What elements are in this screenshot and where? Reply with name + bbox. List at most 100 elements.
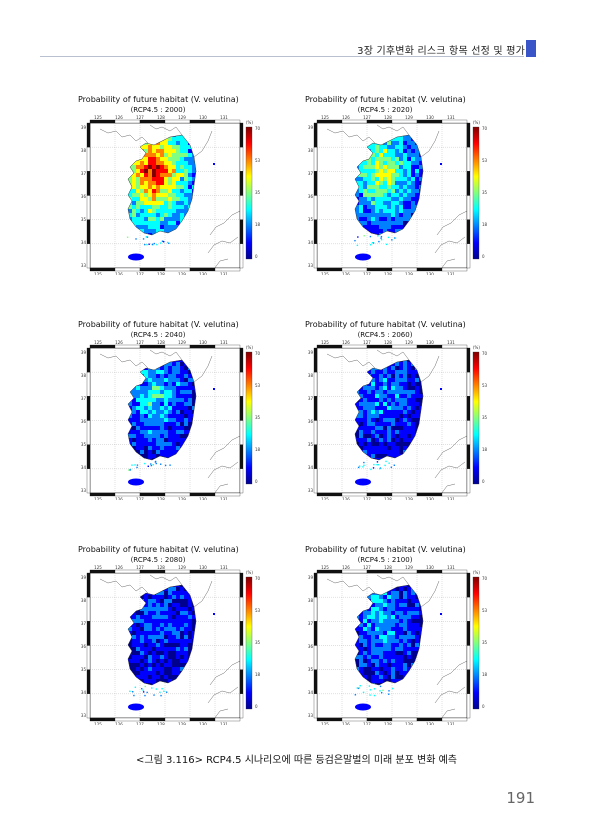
lat-tick-label: 37 (308, 621, 314, 626)
lat-tick-label: 33 (308, 488, 314, 493)
lon-tick-label: 125 (94, 722, 102, 725)
lon-tick-label: 129 (405, 115, 413, 120)
panel-subtitle: (RCP4.5 : 2000) (130, 106, 186, 114)
lon-tick-label: 129 (178, 565, 186, 570)
lon-tick-label: 130 (199, 497, 207, 500)
lon-tick-label: 128 (384, 272, 392, 275)
panel-title: Probability of future habitat (V. veluti… (78, 320, 239, 329)
lon-tick-label: 125 (321, 497, 329, 500)
lat-tick-label: 35 (81, 667, 87, 672)
lon-tick-label: 131 (447, 340, 455, 345)
colorbar-tick-label: 0 (255, 479, 258, 484)
colorbar-tick-label: 0 (255, 254, 258, 259)
colorbar-tick-label: 35 (482, 415, 488, 420)
colorbar-tick-label: 35 (482, 190, 488, 195)
lon-tick-label: 130 (199, 115, 207, 120)
lon-tick-label: 128 (157, 722, 165, 725)
map-panel: Probability of future habitat (V. veluti… (305, 95, 527, 295)
lon-tick-label: 126 (115, 272, 123, 275)
lon-tick-label: 125 (321, 272, 329, 275)
lat-tick-label: 39 (81, 575, 87, 580)
colorbar-tick-label: 35 (482, 640, 488, 645)
lon-tick-label: 128 (384, 115, 392, 120)
lat-tick-label: 35 (308, 217, 314, 222)
colorbar-tick-label: 70 (255, 351, 261, 356)
lat-tick-label: 38 (81, 598, 87, 603)
lon-tick-label: 125 (94, 272, 102, 275)
lon-tick-label: 131 (447, 722, 455, 725)
lat-tick-label: 36 (81, 419, 87, 424)
lon-tick-label: 128 (157, 340, 165, 345)
map-panel: Probability of future habitat (V. veluti… (78, 320, 300, 520)
lon-tick-label: 126 (115, 722, 123, 725)
lon-tick-label: 131 (447, 565, 455, 570)
lat-tick-label: 33 (81, 263, 87, 268)
lat-tick-label: 39 (308, 125, 314, 130)
lat-tick-label: 34 (308, 690, 314, 695)
colorbar-tick-label: 70 (255, 576, 261, 581)
colorbar-tick-label: 53 (255, 158, 261, 163)
lat-tick-label: 38 (81, 373, 87, 378)
habitat-map: 125 125 126 126 127 127 128 128 129 129 130 130 131 1… (81, 115, 261, 275)
header-rule (40, 56, 524, 57)
lon-tick-label: 130 (199, 722, 207, 725)
colorbar (472, 576, 480, 710)
colorbar-tick-label: 53 (482, 383, 488, 388)
colorbar-tick-label: 53 (482, 608, 488, 613)
lon-tick-label: 127 (363, 272, 371, 275)
lat-tick-label: 37 (308, 396, 314, 401)
colorbar (472, 126, 480, 260)
lon-tick-label: 128 (157, 272, 165, 275)
panel-title: Probability of future habitat (V. veluti… (78, 95, 239, 104)
colorbar-tick-label: 53 (482, 158, 488, 163)
colorbar-tick-label: 18 (255, 222, 261, 227)
lat-tick-label: 39 (81, 125, 87, 130)
colorbar-tick-label: 70 (482, 351, 488, 356)
map-panel: Probability of future habitat (V. veluti… (305, 545, 527, 745)
lat-tick-label: 38 (81, 148, 87, 153)
lat-tick-label: 39 (308, 350, 314, 355)
lon-tick-label: 128 (384, 340, 392, 345)
lon-tick-label: 129 (405, 340, 413, 345)
lon-tick-label: 127 (136, 340, 144, 345)
lon-tick-label: 127 (363, 115, 371, 120)
lon-tick-label: 129 (178, 722, 186, 725)
header-title: 3장 기후변화 리스크 항목 선정 및 평가 (357, 46, 525, 57)
lon-tick-label: 126 (115, 340, 123, 345)
panel-subtitle: (RCP4.5 : 2040) (130, 331, 186, 339)
lon-tick-label: 127 (363, 722, 371, 725)
colorbar-tick-label: 70 (482, 126, 488, 131)
colorbar-tick-label: 53 (255, 608, 261, 613)
lon-tick-label: 125 (94, 115, 102, 120)
lon-tick-label: 131 (220, 340, 228, 345)
lon-tick-label: 128 (384, 722, 392, 725)
lat-tick-label: 39 (308, 575, 314, 580)
lat-tick-label: 38 (308, 598, 314, 603)
habitat-map: 125 125 126 126 127 127 128 128 129 129 130 130 131 1… (308, 115, 488, 275)
lon-tick-label: 125 (321, 565, 329, 570)
lat-tick-label: 34 (308, 465, 314, 470)
lon-tick-label: 129 (178, 272, 186, 275)
lon-tick-label: 130 (426, 115, 434, 120)
lon-tick-label: 127 (363, 565, 371, 570)
colorbar-unit: (%) (473, 120, 480, 125)
lon-tick-label: 131 (447, 272, 455, 275)
lat-tick-label: 33 (81, 488, 87, 493)
panel-title: Probability of future habitat (V. veluti… (305, 95, 466, 104)
lon-tick-label: 130 (199, 272, 207, 275)
map-panel: Probability of future habitat (V. veluti… (78, 545, 300, 745)
lat-tick-label: 34 (81, 690, 87, 695)
lon-tick-label: 129 (178, 115, 186, 120)
panel-subtitle: (RCP4.5 : 2060) (357, 331, 413, 339)
panel-title: Probability of future habitat (V. veluti… (305, 545, 466, 554)
lat-tick-label: 36 (81, 644, 87, 649)
lon-tick-label: 129 (178, 340, 186, 345)
lon-tick-label: 127 (136, 565, 144, 570)
lon-tick-label: 129 (405, 565, 413, 570)
colorbar-tick-label: 0 (482, 479, 485, 484)
colorbar-unit: (%) (246, 120, 253, 125)
lat-tick-label: 37 (81, 396, 87, 401)
lon-tick-label: 125 (94, 497, 102, 500)
lon-tick-label: 131 (447, 497, 455, 500)
colorbar (472, 351, 480, 485)
